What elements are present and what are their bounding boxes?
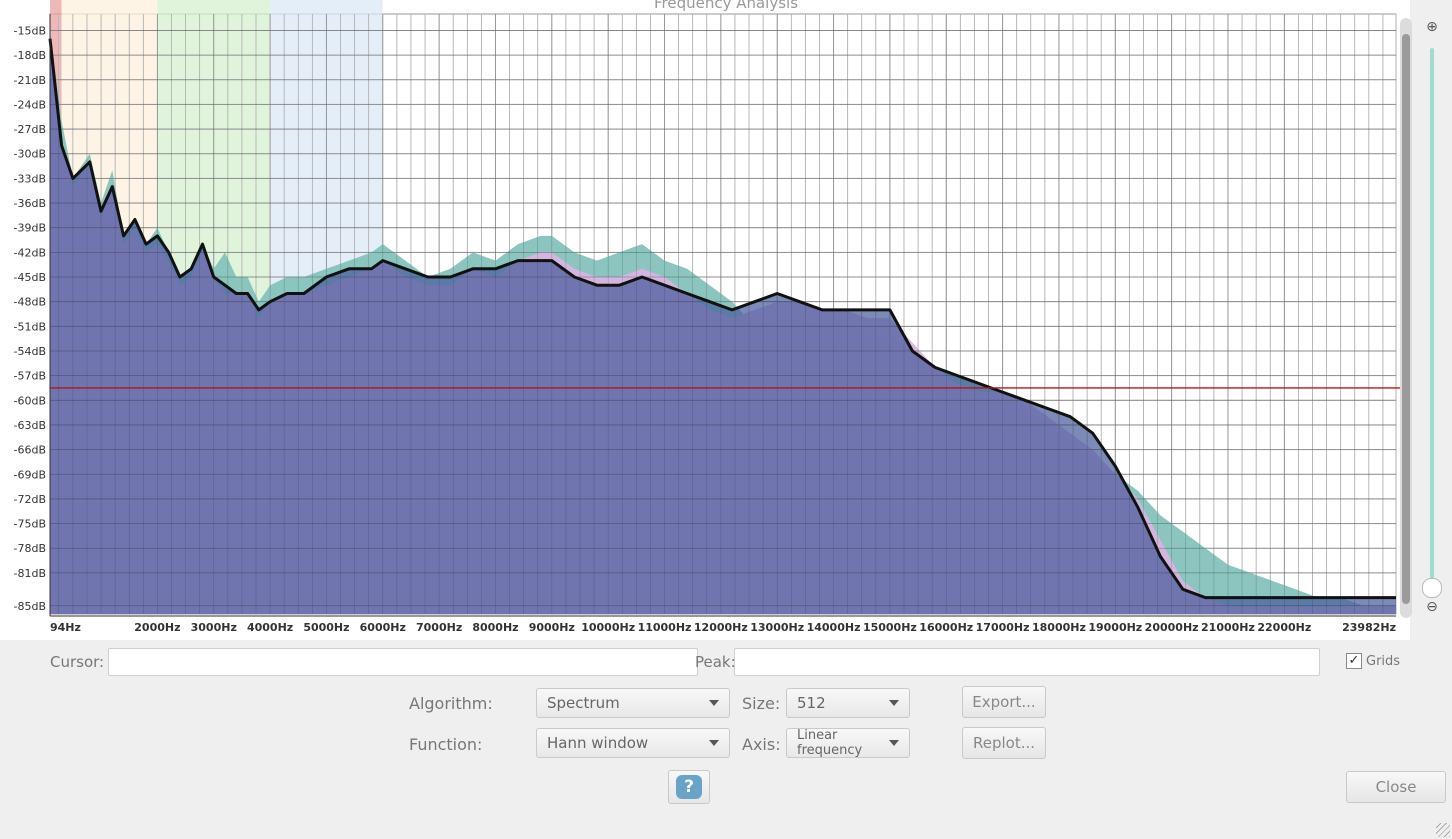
y-tick-label: -72dB <box>14 493 47 506</box>
zoom-slider-handle[interactable] <box>1422 578 1442 598</box>
y-tick-label: -57dB <box>14 370 47 383</box>
y-tick-label: -24dB <box>14 98 47 111</box>
replot-button[interactable]: Replot... <box>962 727 1046 759</box>
y-tick-label: -81dB <box>14 567 47 580</box>
function-select[interactable]: Hann window <box>536 728 730 758</box>
vertical-scrollbar-thumb[interactable] <box>1402 34 1410 604</box>
y-tick-label: -45dB <box>14 271 47 284</box>
x-tick-label: 14000Hz <box>807 621 861 634</box>
x-tick-label: 4000Hz <box>247 621 293 634</box>
x-tick-label: 19000Hz <box>1088 621 1142 634</box>
y-tick-label: -39dB <box>14 222 47 235</box>
axis-value: Linear frequency <box>797 728 863 758</box>
x-tick-label: 8000Hz <box>472 621 518 634</box>
y-tick-label: -69dB <box>14 468 47 481</box>
y-tick-label: -75dB <box>14 518 47 531</box>
y-tick-label: -15dB <box>14 24 47 37</box>
y-tick-label: -85dB <box>14 600 47 613</box>
y-tick-label: -54dB <box>14 345 47 358</box>
resize-grip-icon[interactable] <box>1436 823 1450 837</box>
y-tick-label: -30dB <box>14 148 47 161</box>
x-tick-label: 2000Hz <box>134 621 180 634</box>
x-tick-label: 11000Hz <box>638 621 692 634</box>
x-tick-label: 9000Hz <box>529 621 575 634</box>
size-select[interactable]: 512 <box>786 688 910 718</box>
window-title: Frequency Analysis <box>653 0 799 12</box>
size-label: Size: <box>742 694 781 713</box>
x-tick-label: 12000Hz <box>694 621 748 634</box>
algorithm-value: Spectrum <box>547 694 620 712</box>
grids-label: Grids <box>1366 654 1401 669</box>
close-button[interactable]: Close <box>1346 771 1446 803</box>
y-tick-label: -63dB <box>14 419 47 432</box>
function-value: Hann window <box>547 734 649 752</box>
algorithm-select[interactable]: Spectrum <box>536 688 730 718</box>
y-tick-label: -51dB <box>14 320 47 333</box>
spectrum-plot-area[interactable]: -15dB -18dB -21dB -24dB -27dB -30dB -33dB -36dB… <box>0 0 1410 640</box>
x-tick-label: 16000Hz <box>919 621 973 634</box>
y-tick-label: -27dB <box>14 123 47 136</box>
x-tick-label: 3000Hz <box>191 621 237 634</box>
x-tick-label: 5000Hz <box>303 621 349 634</box>
x-tick-label: 10000Hz <box>581 621 635 634</box>
cursor-label: Cursor: <box>50 653 105 671</box>
x-tick-label: 6000Hz <box>360 621 406 634</box>
x-tick-label: 20000Hz <box>1145 621 1199 634</box>
zoom-in-icon[interactable]: ⊕ <box>1426 19 1438 35</box>
x-tick-label: 18000Hz <box>1032 621 1086 634</box>
axis-select[interactable]: Linear frequency <box>786 728 910 758</box>
y-tick-label: -42dB <box>14 246 47 259</box>
zoom-out-icon[interactable]: ⊖ <box>1426 599 1438 615</box>
y-tick-label: -78dB <box>14 542 47 555</box>
spectrum-series-fill <box>50 38 1396 614</box>
export-button[interactable]: Export... <box>962 686 1046 718</box>
y-tick-label: -36dB <box>14 197 47 210</box>
y-tick-label: -21dB <box>14 74 47 87</box>
x-tick-label: 17000Hz <box>976 621 1030 634</box>
x-tick-label: 15000Hz <box>863 621 917 634</box>
help-button[interactable]: ? <box>668 770 710 804</box>
x-tick-label: 7000Hz <box>416 621 462 634</box>
function-label: Function: <box>409 735 483 754</box>
zoom-slider[interactable] <box>1430 48 1434 588</box>
help-icon: ? <box>676 775 702 799</box>
x-tick-label: 23982Hz <box>1342 621 1396 634</box>
y-tick-label: -18dB <box>14 49 47 62</box>
chevron-down-icon <box>889 700 899 706</box>
y-tick-label: -33dB <box>14 172 47 185</box>
x-tick-label: 22000Hz <box>1257 621 1311 634</box>
y-tick-label: -66dB <box>14 444 47 457</box>
chevron-down-icon <box>889 740 899 746</box>
algorithm-label: Algorithm: <box>409 694 493 713</box>
peak-label: Peak: <box>695 653 736 671</box>
axis-label: Axis: <box>742 735 781 754</box>
chevron-down-icon <box>709 700 719 706</box>
chevron-down-icon <box>709 740 719 746</box>
spectrum-series-line <box>48 38 1396 600</box>
spectrum-chart: -15dB -18dB -21dB -24dB -27dB -30dB -33dB -36dB… <box>14 0 1408 634</box>
x-tick-label: 94Hz <box>50 621 81 634</box>
cursor-readout-field <box>108 648 698 676</box>
peak-readout-field <box>734 648 1320 676</box>
y-tick-label: -48dB <box>14 296 47 309</box>
y-tick-label: -60dB <box>14 394 47 407</box>
x-tick-label: 13000Hz <box>750 621 804 634</box>
grids-checkbox[interactable]: ✓ <box>1346 653 1362 669</box>
x-tick-label: 21000Hz <box>1201 621 1255 634</box>
size-value: 512 <box>797 694 826 712</box>
